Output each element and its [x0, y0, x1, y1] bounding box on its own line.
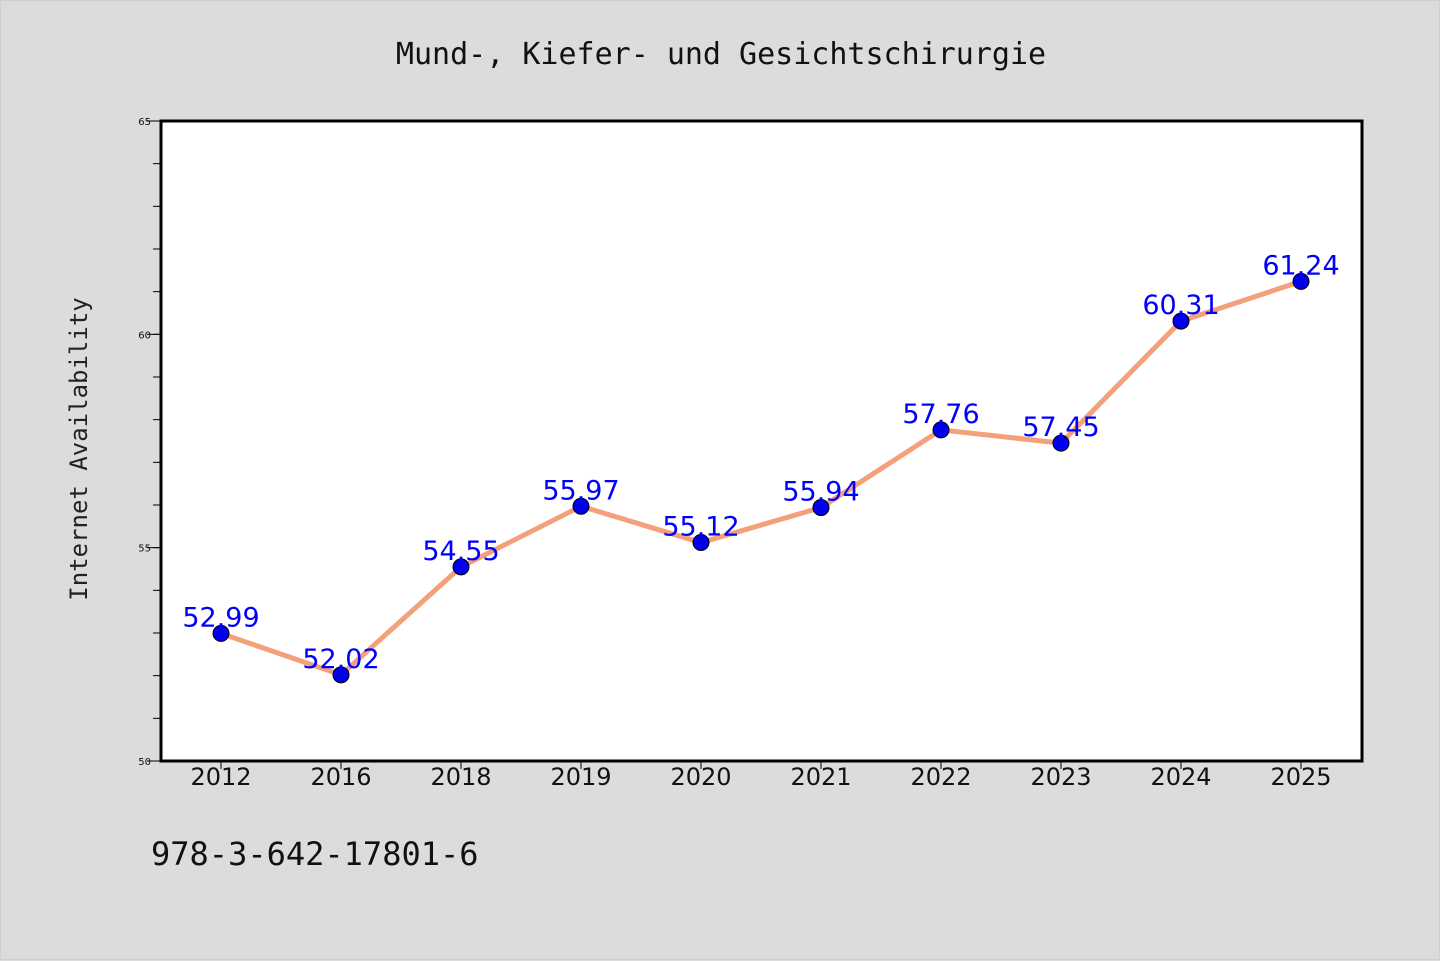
- series-line-group: [218, 278, 1304, 678]
- data-label: 55.97: [542, 475, 619, 506]
- x-tick-label: 2018: [430, 763, 491, 791]
- data-point: [1052, 434, 1070, 452]
- data-label: 61.24: [1262, 250, 1339, 281]
- y-tick-label: 60: [138, 330, 151, 341]
- markers-group: [212, 272, 1310, 684]
- x-tick-label: 2025: [1270, 763, 1331, 791]
- data-point: [212, 624, 230, 642]
- x-tick-label: 2021: [790, 763, 851, 791]
- x-axis: 2012 2016 2018 2019 2020 2021 2022 2023 2024 2025: [190, 761, 1332, 791]
- data-point: [932, 421, 950, 439]
- series-line: [218, 278, 1304, 678]
- y-axis: 50 55 60 65: [138, 117, 161, 768]
- data-point: [692, 534, 710, 552]
- data-labels-group: 52.99 52.02 54.55 55.97 55.12 55.94 57.76 57.45…: [182, 250, 1339, 674]
- data-point: [452, 558, 470, 576]
- y-tick-label: 50: [138, 757, 151, 768]
- x-tick-label: 2023: [1030, 763, 1091, 791]
- x-tick-label: 2022: [910, 763, 971, 791]
- isbn-footnote: 978-3-642-17801-6: [151, 835, 479, 873]
- data-label: 52.02: [302, 644, 379, 675]
- x-tick-label: 2012: [190, 763, 251, 791]
- data-label: 55.94: [782, 477, 859, 508]
- data-label: 60.31: [1142, 290, 1219, 321]
- x-tick-label: 2020: [670, 763, 731, 791]
- data-label: 54.55: [422, 536, 499, 567]
- y-tick-label: 55: [138, 544, 151, 555]
- x-tick-label: 2024: [1150, 763, 1211, 791]
- data-point: [812, 499, 830, 517]
- data-point: [572, 497, 590, 515]
- y-axis-label: Internet Availability: [65, 297, 93, 600]
- data-label: 55.12: [662, 512, 739, 543]
- data-point: [332, 666, 350, 684]
- data-label: 52.99: [182, 602, 259, 633]
- y-tick-label: 65: [138, 117, 151, 128]
- chart-title: Mund-, Kiefer- und Gesichtschirurgie: [396, 37, 1046, 72]
- data-label: 57.76: [902, 399, 979, 430]
- x-tick-label: 2016: [310, 763, 371, 791]
- data-label: 57.45: [1022, 412, 1099, 443]
- data-point: [1292, 272, 1310, 290]
- x-tick-label: 2019: [550, 763, 611, 791]
- data-point: [1172, 312, 1190, 330]
